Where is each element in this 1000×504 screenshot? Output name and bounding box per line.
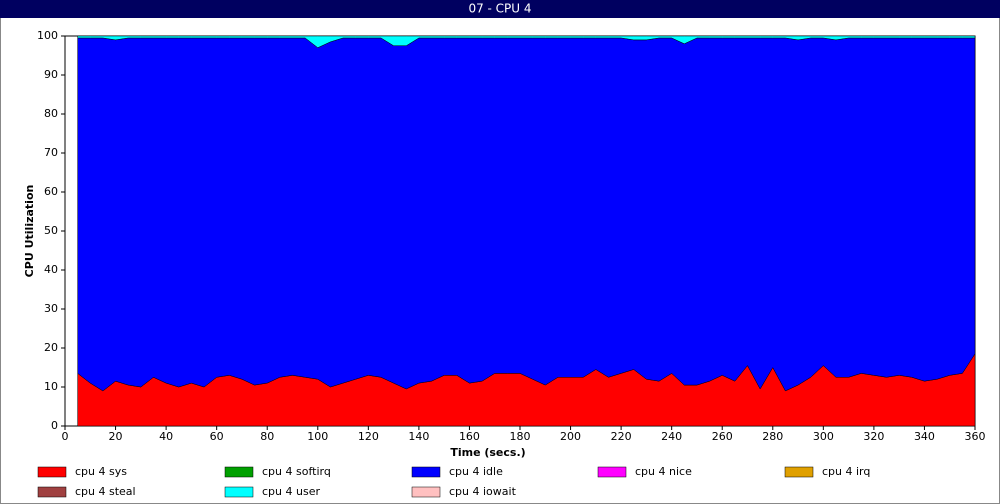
x-tick-label: 100 xyxy=(307,430,328,443)
legend-label: cpu 4 user xyxy=(262,485,320,498)
x-tick-label: 300 xyxy=(813,430,834,443)
x-tick-label: 360 xyxy=(965,430,986,443)
y-tick-label: 20 xyxy=(44,341,58,354)
x-tick-label: 220 xyxy=(611,430,632,443)
x-tick-label: 260 xyxy=(712,430,733,443)
y-tick-label: 100 xyxy=(37,29,58,42)
x-tick-label: 40 xyxy=(159,430,173,443)
area xyxy=(77,37,976,392)
y-tick-label: 40 xyxy=(44,263,58,276)
x-tick-label: 20 xyxy=(109,430,123,443)
legend-swatch xyxy=(224,466,254,478)
x-tick-label: 140 xyxy=(408,430,429,443)
x-tick-label: 280 xyxy=(762,430,783,443)
y-tick-label: 70 xyxy=(44,146,58,159)
legend-label: cpu 4 iowait xyxy=(449,485,517,498)
legend-swatch xyxy=(411,486,441,498)
x-axis-label: Time (secs.) xyxy=(450,446,525,459)
y-tick-label: 90 xyxy=(44,68,58,81)
area xyxy=(77,35,976,48)
legend-swatch xyxy=(224,486,254,498)
legend-label: cpu 4 softirq xyxy=(262,465,331,478)
x-tick-label: 160 xyxy=(459,430,480,443)
legend-label: cpu 4 steal xyxy=(75,485,136,498)
y-tick-label: 30 xyxy=(44,302,58,315)
x-tick-label: 180 xyxy=(510,430,531,443)
y-tick-label: 0 xyxy=(51,419,58,432)
legend-swatch xyxy=(411,466,441,478)
y-tick-label: 50 xyxy=(44,224,58,237)
x-tick-label: 340 xyxy=(914,430,935,443)
chart-title: 07 - CPU 4 xyxy=(468,2,531,16)
legend-label: cpu 4 sys xyxy=(75,465,127,478)
x-tick-label: 80 xyxy=(260,430,274,443)
x-tick-label: 0 xyxy=(62,430,69,443)
x-tick-label: 240 xyxy=(661,430,682,443)
x-tick-label: 200 xyxy=(560,430,581,443)
legend-swatch xyxy=(784,466,814,478)
x-tick-label: 120 xyxy=(358,430,379,443)
x-tick-label: 320 xyxy=(863,430,884,443)
y-tick-label: 10 xyxy=(44,380,58,393)
legend-swatch xyxy=(37,466,67,478)
legend-label: cpu 4 idle xyxy=(449,465,503,478)
legend-label: cpu 4 irq xyxy=(822,465,870,478)
title-bar xyxy=(0,0,1000,18)
legend-swatch xyxy=(37,486,67,498)
x-tick-label: 60 xyxy=(210,430,224,443)
y-tick-label: 80 xyxy=(44,107,58,120)
legend-label: cpu 4 nice xyxy=(635,465,692,478)
legend-swatch xyxy=(597,466,627,478)
y-axis-label: CPU Utilization xyxy=(23,185,36,278)
y-tick-label: 60 xyxy=(44,185,58,198)
